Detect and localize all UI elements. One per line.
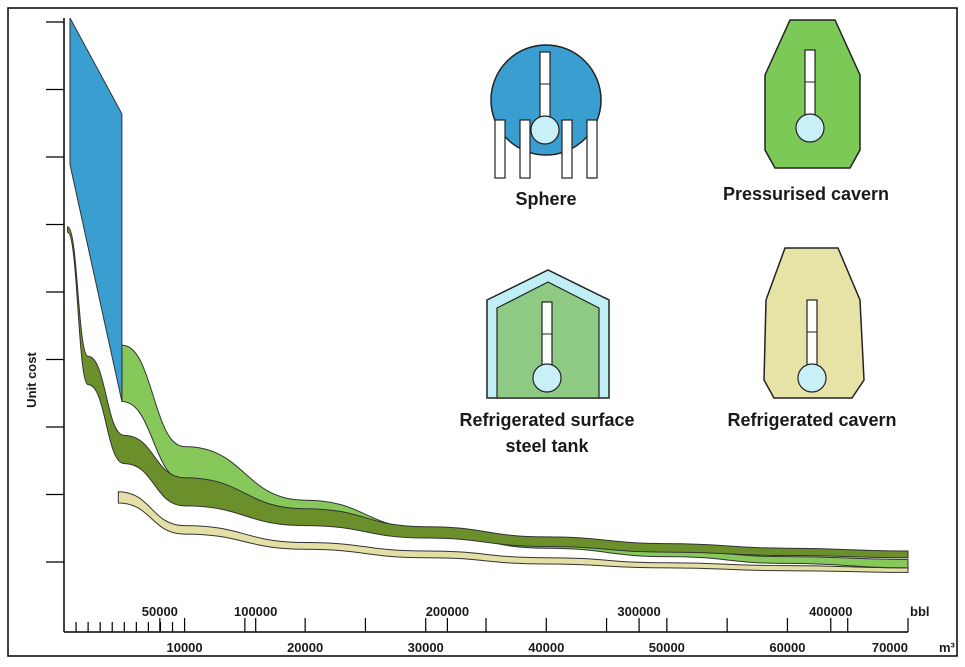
x-tick-label-m3: 70000: [872, 640, 908, 655]
refrigerated-cavern-icon: [763, 247, 865, 399]
sphere-icon: [490, 44, 602, 179]
sphere-label: Sphere: [515, 189, 576, 209]
y-axis-label: Unit cost: [24, 352, 39, 408]
sphere-leg: [494, 119, 506, 179]
thermometer-icon: [806, 299, 818, 373]
x-tick-label-m3: 40000: [528, 640, 564, 655]
x-tick-label-m3: 20000: [287, 640, 323, 655]
x-tick-label-bbl: 200000: [426, 604, 469, 619]
chart-border: [7, 7, 958, 657]
refrigerated-tank-icon: [486, 269, 610, 399]
thermometer-icon: [541, 301, 553, 375]
refrigerated-cavern-label: Refrigerated cavern: [727, 410, 896, 430]
x-tick-label-m3: 60000: [769, 640, 805, 655]
series-bands: [67, 17, 909, 573]
x-tick-label-bbl: 400000: [809, 604, 852, 619]
sphere-leg: [561, 119, 573, 179]
x-tick-label-bbl: 100000: [234, 604, 277, 619]
thermometer-icon: [539, 51, 551, 123]
x-tick-label-bbl: 300000: [617, 604, 660, 619]
thermometer-icon: [804, 49, 816, 123]
x-tick-label-m3: 50000: [649, 640, 685, 655]
x-tick-label-m3: 30000: [408, 640, 444, 655]
y-axis-ticks: [46, 21, 64, 563]
refrigerated-tank-label-line1: Refrigerated surface: [459, 410, 634, 430]
sphere-leg: [519, 119, 531, 179]
sphere-leg: [586, 119, 598, 179]
series-band-refrigerated-cavern: [117, 491, 909, 573]
x-tick-label-m3: 10000: [166, 640, 202, 655]
x-axis-unit-m3: m³: [939, 640, 956, 655]
series-band-sphere: [69, 17, 123, 402]
x-tick-label-bbl: 50000: [142, 604, 178, 619]
refrigerated-tank-label-line2: steel tank: [505, 436, 589, 456]
pressurised-cavern-icon: [764, 19, 861, 169]
x-axis-ticks: 10000 20000 30000 40000 50000 60000 70000 50000…: [75, 604, 909, 655]
series-band-refrigerated-surface-steel-tank: [67, 226, 909, 559]
x-axis-unit-bbl: bbl: [910, 604, 930, 619]
pressurised-cavern-label: Pressurised cavern: [723, 184, 889, 204]
